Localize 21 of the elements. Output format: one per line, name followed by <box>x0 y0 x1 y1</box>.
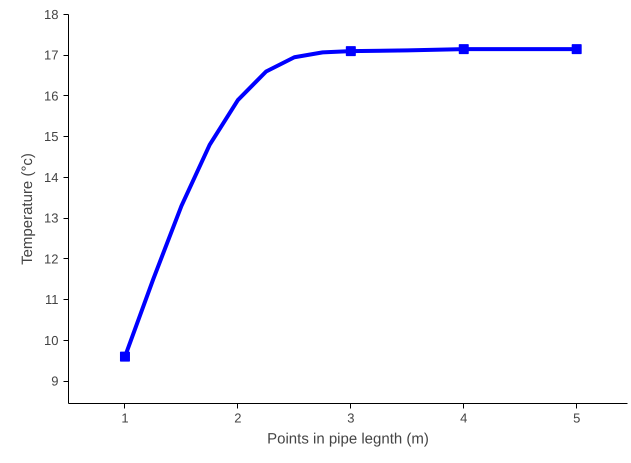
x-tick-label: 1 <box>121 410 129 426</box>
y-tick-label: 14 <box>44 170 59 185</box>
y-tick-label: 18 <box>44 7 59 22</box>
point <box>572 44 582 54</box>
y-tick-label: 17 <box>44 48 59 63</box>
point <box>458 44 469 54</box>
x-axis-title: Points in pipe legnth (m) <box>267 430 429 448</box>
x-tick-label: 3 <box>347 410 354 426</box>
x-tick-label: 5 <box>573 410 580 426</box>
point <box>120 352 130 362</box>
point <box>346 46 356 56</box>
y-tick-label: 15 <box>44 129 59 144</box>
y-axis-title: Temperature (°c) <box>19 153 36 265</box>
y-tick-label: 16 <box>44 88 59 104</box>
y-tick-label: 13 <box>44 210 59 226</box>
y-tick-label: 9 <box>51 374 59 389</box>
y-tick-label: 11 <box>45 292 59 308</box>
y-tick-label: 12 <box>44 251 59 266</box>
x-tick-label: 4 <box>460 410 468 426</box>
y-tick-label: 10 <box>44 332 59 348</box>
x-tick-label: 2 <box>234 410 242 426</box>
